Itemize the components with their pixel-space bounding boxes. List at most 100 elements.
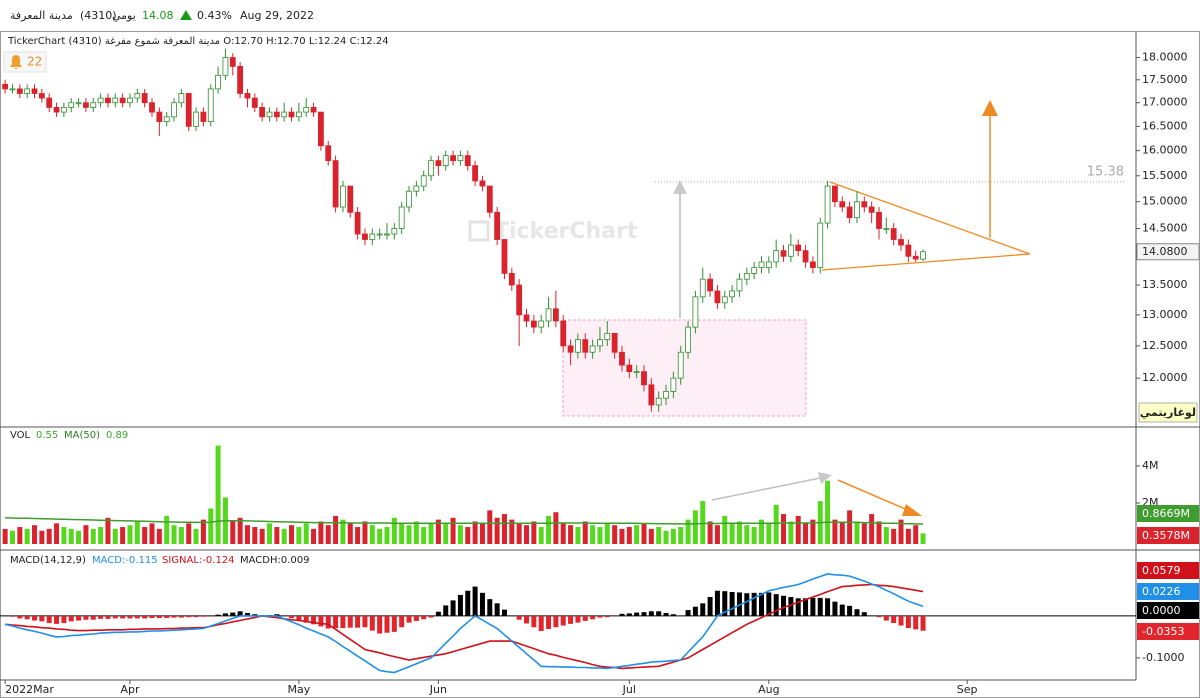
volume-bar [149, 523, 155, 544]
volume-bar [32, 525, 38, 544]
macd-hist-bar [854, 609, 860, 616]
macd-hist-bar [641, 612, 647, 616]
volume-bar [171, 525, 177, 544]
macd-hist-bar [171, 615, 177, 618]
macd-hist-bar [296, 615, 302, 621]
candle-body [575, 339, 581, 353]
candle-body [369, 233, 376, 240]
y-tick-label: 0.0000 [1142, 604, 1181, 617]
zero-box [1137, 602, 1199, 619]
candle-body [229, 57, 236, 67]
triangle-lower [821, 253, 1031, 271]
alerts-button[interactable]: 22 [3, 51, 47, 73]
volume-bar [24, 528, 30, 544]
candle-body [920, 251, 926, 260]
macd-hist-bar [626, 613, 632, 616]
candle-body [832, 185, 838, 203]
macd-hist-bar [707, 597, 713, 616]
button-box[interactable] [1138, 402, 1198, 423]
candle-body [9, 88, 16, 91]
volume-bar [369, 525, 375, 544]
candle-body [149, 102, 155, 113]
volume-bar [230, 521, 236, 544]
date: Aug 29, 2022 [240, 9, 314, 22]
volume-bar [472, 521, 478, 544]
alerts-count: 22 [27, 55, 42, 69]
candle-body [486, 185, 493, 213]
macd-hist-bar [553, 615, 559, 628]
macd-hist-bar [465, 590, 471, 616]
macd-legend: MACD:-0.115 [92, 555, 158, 566]
watermark: TickerChart [494, 219, 638, 244]
volume-bar [670, 528, 676, 544]
macd-hist-bar [751, 592, 757, 616]
signal-last-box [1137, 562, 1199, 579]
candle-body [670, 377, 677, 392]
volume-bar [465, 527, 471, 544]
volume-bar [347, 523, 353, 544]
y-tick-label: -0.1000 [1142, 651, 1184, 664]
candle-body [736, 278, 743, 292]
macd-hist-bar [17, 615, 23, 619]
macd-hist-bar [656, 611, 662, 616]
macd-hist-bar [76, 615, 82, 621]
macd-hist-bar [83, 615, 89, 620]
candle-body [112, 97, 119, 104]
volume-bar [2, 528, 8, 544]
volume-bar [847, 510, 853, 544]
y-tick-label: 16.0000 [1142, 144, 1188, 157]
volume-bar [105, 517, 111, 544]
macd-hist-bar [744, 593, 750, 616]
volume-latest: 0.55 [36, 430, 58, 441]
macd-hist-bar [443, 605, 449, 616]
volume-bar [450, 517, 456, 544]
candle-body [457, 155, 464, 162]
candle-body [912, 255, 919, 260]
volume-bar [274, 527, 280, 544]
volume-bar [516, 523, 522, 544]
candle-body [303, 106, 310, 113]
macd-hist-bar [582, 615, 588, 621]
volume-bar [553, 512, 559, 544]
volume-bar [435, 519, 441, 544]
candle-body [317, 111, 324, 147]
candle-body [325, 145, 332, 162]
volume-bar [905, 528, 911, 544]
stock-name: مدينة المعرفة [10, 9, 73, 22]
candle-body [251, 97, 258, 108]
candle-body [105, 97, 111, 104]
bell-icon [10, 55, 22, 70]
macd-hist-bar [222, 613, 228, 616]
macd-hist-bar [149, 615, 155, 619]
macd-hist-bar [634, 612, 640, 616]
candle-body [340, 185, 346, 208]
macd-hist-bar [803, 598, 809, 616]
macd-hist-bar [722, 591, 728, 616]
candle-body [428, 160, 434, 177]
macd-hist-bar [237, 611, 243, 616]
volume-bar [597, 527, 603, 544]
macd-hist-bar [692, 606, 698, 616]
macd-hist-bar [604, 615, 610, 618]
macd-hist-bar [9, 615, 15, 617]
candle-body [795, 244, 802, 252]
candle-body [802, 250, 809, 263]
volume-bar [781, 514, 787, 544]
volume-bar [39, 530, 45, 544]
candle-body [406, 190, 412, 208]
macd-hist-bar [421, 615, 427, 620]
macd-hist-bar [252, 614, 258, 616]
macd-hist-bar [538, 615, 544, 632]
y-tick-label: 18.0000 [1142, 51, 1188, 64]
candle-body [516, 284, 523, 316]
volume-bar [861, 523, 867, 544]
price: 14.08 [142, 9, 174, 22]
macd-hist-bar [355, 615, 361, 628]
candle-body [391, 228, 398, 235]
macd-hist-bar [428, 615, 434, 618]
macd-hist-bar [289, 615, 295, 619]
macd-hist-bar [891, 615, 897, 624]
log-scale-button[interactable]: لوغاريتمي [1138, 402, 1198, 423]
candle-body [38, 93, 45, 99]
macd-hist-bar [244, 612, 250, 616]
